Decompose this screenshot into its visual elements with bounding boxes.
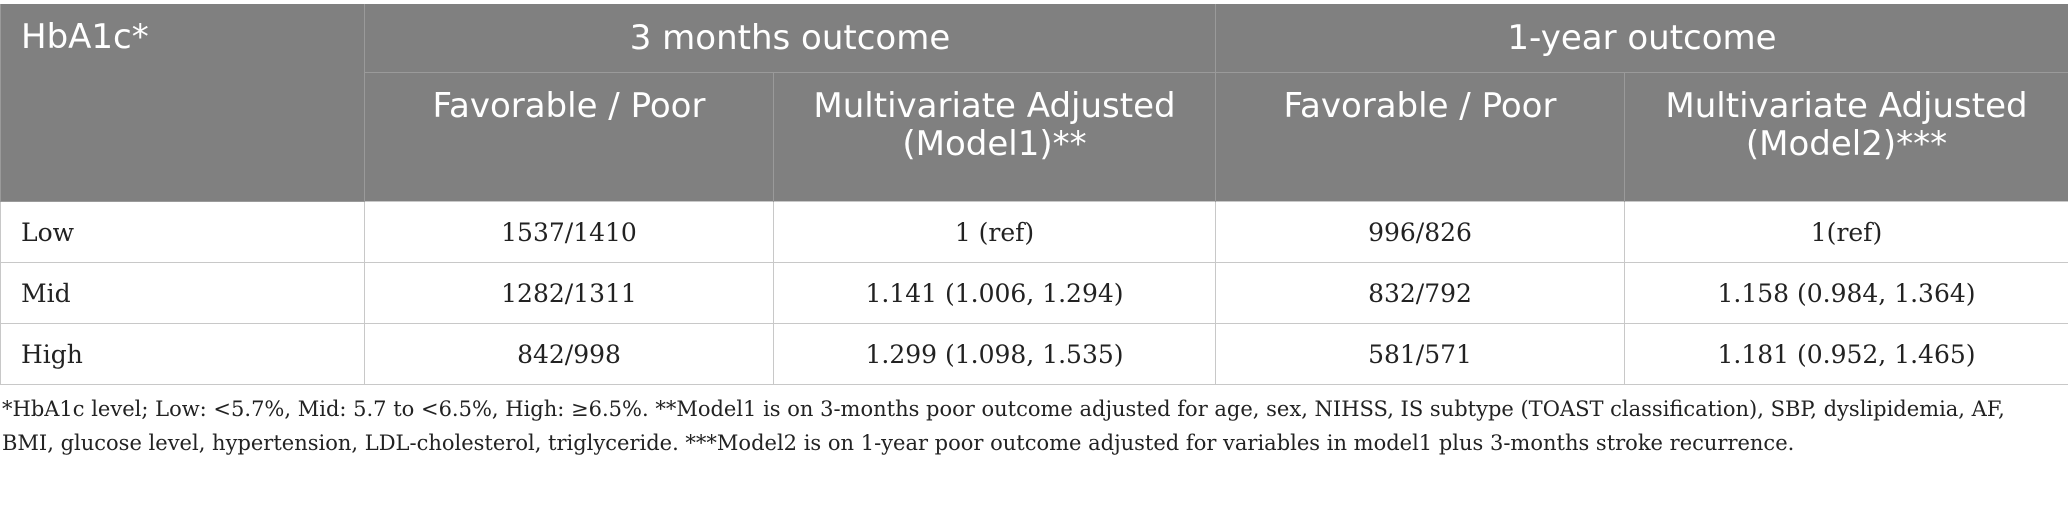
subheader-favorable-poor-3m: Favorable / Poor xyxy=(364,72,774,202)
cell-mid-model1: 1.141 (1.006, 1.294) xyxy=(773,262,1216,324)
results-table-container: HbA1c* 3 months outcome 1-year outcome F… xyxy=(0,4,2068,385)
header-row-subheaders: Favorable / Poor Multivariate Adjusted (… xyxy=(1,72,2068,202)
cell-mid-fav-poor-3m: 1282/1311 xyxy=(364,262,774,324)
hba1c-outcome-table: HbA1c* 3 months outcome 1-year outcome F… xyxy=(0,4,2068,385)
table-header: HbA1c* 3 months outcome 1-year outcome F… xyxy=(0,4,2068,202)
table-body: Low 1537/1410 1 (ref) 996/826 1(ref) Mid… xyxy=(0,201,2068,385)
row-label-high: High xyxy=(0,323,365,385)
subheader-favorable-poor-1y: Favorable / Poor xyxy=(1215,72,1625,202)
table-footnote: *HbA1c level; Low: <5.7%, Mid: 5.7 to <6… xyxy=(2,397,2005,455)
table-row-high: High 842/998 1.299 (1.098, 1.535) 581/57… xyxy=(0,323,2068,385)
cell-high-fav-poor-3m: 842/998 xyxy=(364,323,774,385)
subheader-model1: Multivariate Adjusted (Model1)** xyxy=(773,72,1216,202)
cell-low-fav-poor-3m: 1537/1410 xyxy=(364,201,774,263)
row-label-header: HbA1c* xyxy=(0,4,365,202)
cell-high-model2: 1.181 (0.952, 1.465) xyxy=(1624,323,2068,385)
cell-mid-model2: 1.158 (0.984, 1.364) xyxy=(1624,262,2068,324)
cell-low-model2: 1(ref) xyxy=(1624,201,2068,263)
row-label-low: Low xyxy=(0,201,365,263)
cell-high-fav-poor-1y: 581/571 xyxy=(1215,323,1625,385)
group-header-1-year: 1-year outcome xyxy=(1215,4,2068,73)
cell-low-model1: 1 (ref) xyxy=(773,201,1216,263)
table-row-low: Low 1537/1410 1 (ref) 996/826 1(ref) xyxy=(0,201,2068,263)
cell-mid-fav-poor-1y: 832/792 xyxy=(1215,262,1625,324)
cell-high-model1: 1.299 (1.098, 1.535) xyxy=(773,323,1216,385)
header-row-groups: HbA1c* 3 months outcome 1-year outcome xyxy=(0,4,2068,202)
row-label-mid: Mid xyxy=(0,262,365,324)
table-row-mid: Mid 1282/1311 1.141 (1.006, 1.294) 832/7… xyxy=(0,262,2068,324)
group-header-3-months: 3 months outcome xyxy=(364,4,1216,73)
cell-low-fav-poor-1y: 996/826 xyxy=(1215,201,1625,263)
subheader-model2: Multivariate Adjusted (Model2)*** xyxy=(1624,72,2068,202)
